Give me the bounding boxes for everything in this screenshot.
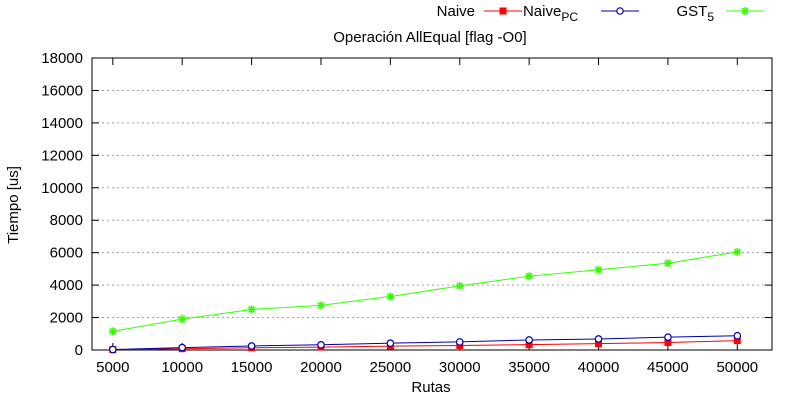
y-tick-label: 8000 — [50, 212, 83, 229]
legend-label-name: GST — [676, 3, 707, 20]
y-tick-label: 14000 — [41, 115, 83, 132]
legend-item-1: NaivePC — [523, 3, 639, 24]
x-tick-label: 20000 — [300, 359, 342, 376]
legend-label: GST5 — [676, 3, 714, 24]
series-2 — [108, 247, 742, 336]
y-tick-label: 18000 — [41, 50, 83, 67]
x-tick-label: 25000 — [370, 359, 412, 376]
legend-label: Naive — [437, 3, 475, 20]
data-point — [178, 343, 187, 352]
data-point — [525, 272, 534, 281]
x-tick-label: 40000 — [578, 359, 620, 376]
data-point — [733, 337, 741, 345]
data-point — [108, 327, 117, 336]
series-line — [112, 251, 738, 332]
series-line — [112, 335, 738, 351]
y-tick-label: 0 — [75, 342, 83, 359]
grid-lines — [92, 89, 772, 319]
data-point — [663, 259, 672, 268]
data-point — [525, 336, 533, 344]
series-layer — [108, 247, 742, 354]
plot-frame — [91, 57, 773, 351]
data-point — [455, 281, 464, 290]
x-tick-label: 45000 — [647, 359, 689, 376]
x-tick-label: 10000 — [161, 359, 203, 376]
data-point — [594, 265, 603, 274]
y-tick-label: 16000 — [41, 82, 83, 99]
legend-label-subscript: 5 — [707, 10, 714, 24]
data-point — [733, 331, 742, 340]
legend-item-0: Naive — [437, 3, 522, 20]
x-tick-label: 30000 — [439, 359, 481, 376]
data-point — [664, 333, 672, 341]
y-tick-label: 12000 — [41, 147, 83, 164]
data-point — [247, 305, 256, 314]
legend-label-name: Naive — [523, 3, 561, 20]
data-point — [594, 335, 603, 343]
series-0 — [109, 337, 741, 354]
data-point — [386, 339, 395, 347]
legend-label-subscript: PC — [561, 10, 578, 24]
y-axis-label: Tiempo [us] — [5, 166, 22, 244]
x-tick-label: 35000 — [508, 359, 550, 376]
data-point — [317, 341, 325, 349]
y-tick-label: 4000 — [50, 277, 83, 294]
x-tick-label: 15000 — [231, 359, 273, 376]
chart-title: Operación AllEqual [flag -O0] — [333, 29, 526, 46]
data-point — [247, 342, 256, 350]
data-point — [316, 301, 325, 310]
legend: Naive NaivePC GST5 — [437, 3, 764, 24]
data-point — [595, 340, 603, 348]
data-point — [616, 7, 624, 15]
x-tick-label: 5000 — [96, 359, 129, 376]
y-tick-label: 2000 — [50, 310, 83, 327]
series-line — [112, 340, 738, 351]
data-point — [178, 315, 187, 324]
x-axis-label: Rutas — [411, 379, 450, 396]
y-tick-label: 6000 — [50, 245, 83, 262]
data-point — [733, 247, 742, 256]
series-1 — [109, 331, 742, 354]
data-point — [499, 7, 507, 15]
data-point — [109, 345, 117, 354]
legend-label: NaivePC — [523, 3, 578, 24]
legend-label-name: Naive — [437, 3, 475, 20]
data-point — [455, 338, 464, 346]
axis-ticks: 0 2000 4000 6000 8000 10000 12000 14000 16000 180… — [41, 50, 772, 376]
legend-item-2: GST5 — [676, 3, 764, 24]
x-tick-label: 50000 — [716, 359, 758, 376]
y-tick-label: 10000 — [41, 180, 83, 197]
data-point — [664, 339, 672, 347]
data-point — [525, 341, 533, 349]
data-point — [741, 7, 749, 15]
data-point — [386, 292, 395, 301]
